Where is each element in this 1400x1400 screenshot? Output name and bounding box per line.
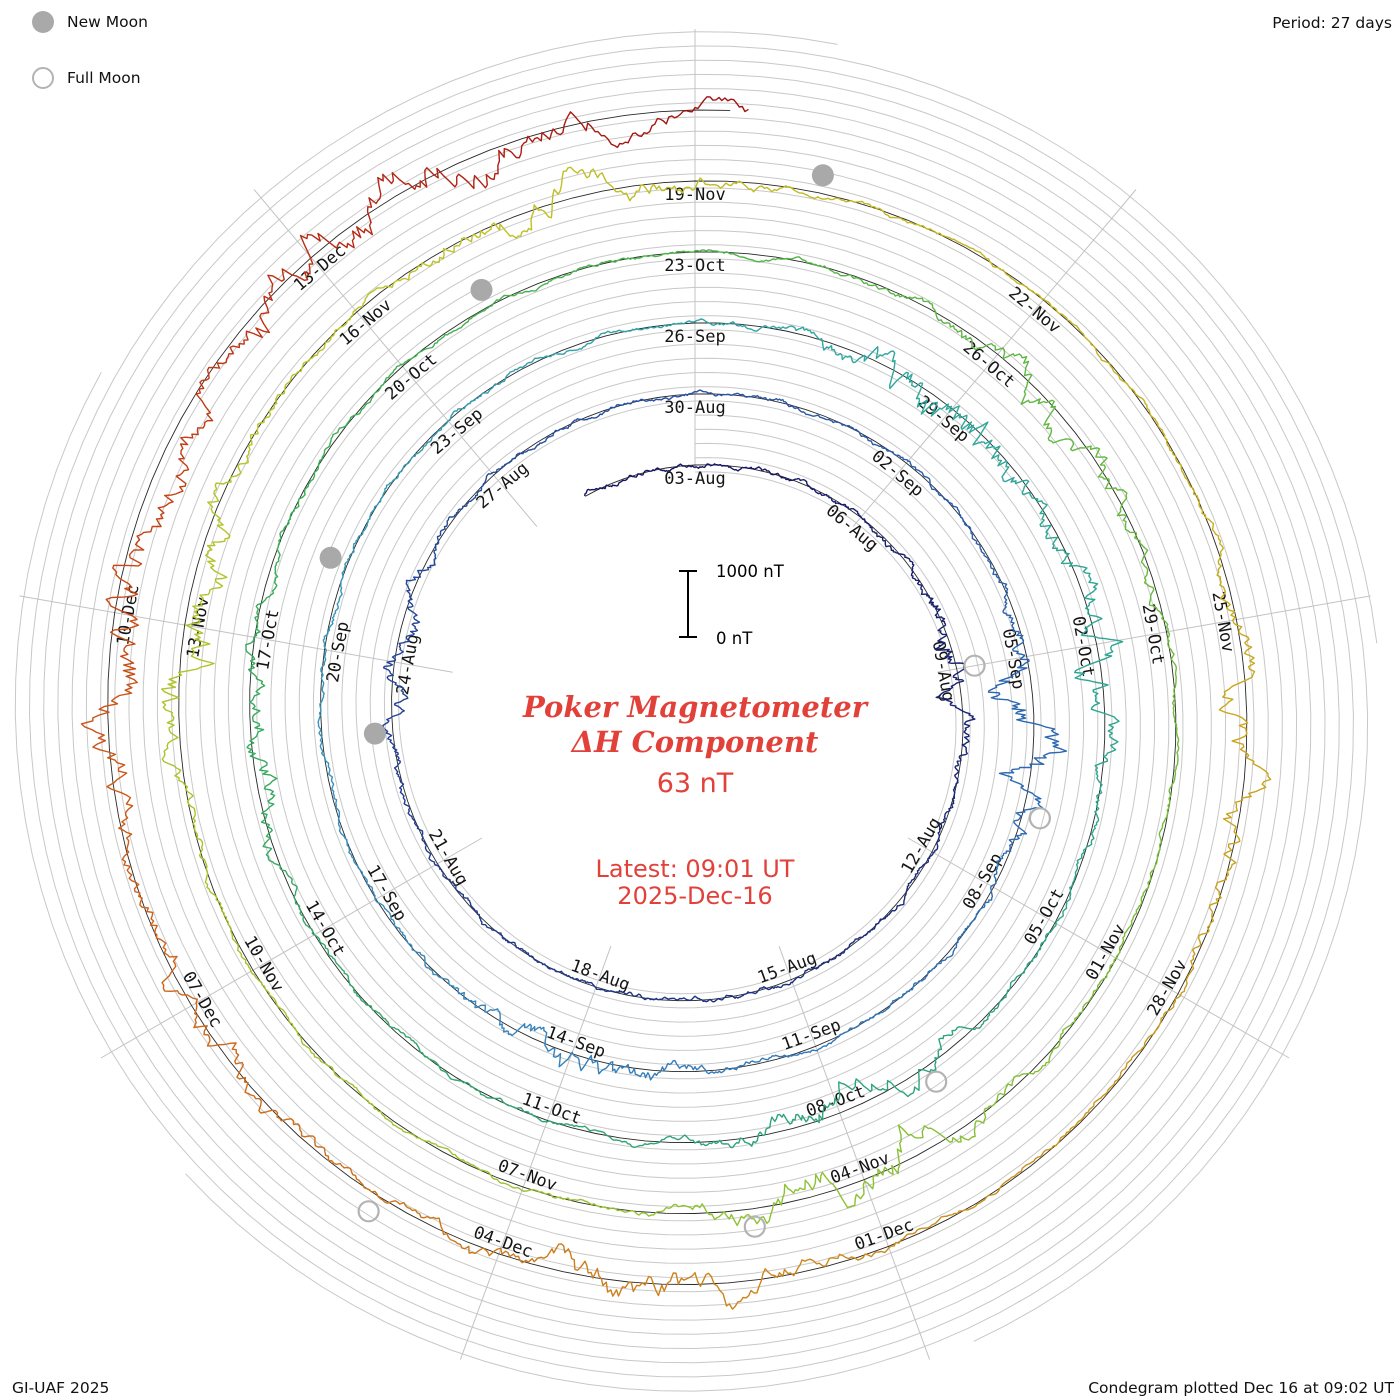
svg-text:26-Sep: 26-Sep [664, 327, 725, 347]
full-moon-label: Full Moon [67, 69, 141, 87]
plotted-timestamp-label: Condegram plotted Dec 16 at 09:02 UT [1088, 1379, 1394, 1397]
svg-text:23-Oct: 23-Oct [664, 256, 725, 276]
component-title: ΔH Component [571, 725, 819, 759]
svg-text:13-Nov: 13-Nov [183, 595, 213, 659]
svg-text:11-Sep: 11-Sep [779, 1015, 844, 1055]
moon-legend: New Moon Full Moon [32, 10, 148, 122]
legend-new-moon: New Moon [32, 10, 148, 34]
svg-text:08-Oct: 08-Oct [803, 1082, 868, 1122]
svg-text:15-Aug: 15-Aug [755, 948, 820, 988]
credit-label: GI-UAF 2025 [12, 1379, 110, 1397]
latest-value: 63 nT [656, 768, 734, 799]
latest-date: 2025-Dec-16 [617, 882, 773, 910]
svg-text:07-Nov: 07-Nov [495, 1156, 560, 1196]
scalebar-bottom-label: 0 nT [716, 629, 753, 648]
period-label: Period: 27 days [1272, 14, 1392, 32]
new-moon-label: New Moon [67, 13, 148, 31]
full-moon-icon [32, 67, 54, 89]
svg-text:11-Oct: 11-Oct [519, 1089, 584, 1129]
svg-text:04-Nov: 04-Nov [828, 1148, 893, 1188]
station-title: Poker Magnetometer [523, 690, 867, 724]
svg-text:29-Oct: 29-Oct [1138, 602, 1168, 666]
svg-text:02-Oct: 02-Oct [1068, 615, 1098, 679]
legend-full-moon: Full Moon [32, 66, 148, 90]
svg-text:04-Dec: 04-Dec [471, 1223, 536, 1263]
svg-text:03-Aug: 03-Aug [664, 469, 725, 489]
scalebar-top-label: 1000 nT [716, 562, 784, 581]
svg-text:02-Sep: 02-Sep [867, 446, 927, 501]
new-moon-icon [32, 11, 54, 33]
svg-text:01-Nov: 01-Nov [1082, 921, 1130, 984]
svg-text:30-Aug: 30-Aug [664, 398, 725, 418]
svg-text:17-Oct: 17-Oct [253, 608, 283, 672]
latest-time: Latest: 09:01 UT [595, 855, 795, 883]
svg-text:09-Aug: 09-Aug [928, 639, 958, 703]
svg-text:10-Dec: 10-Dec [113, 583, 143, 647]
svg-text:23-Sep: 23-Sep [427, 404, 487, 459]
